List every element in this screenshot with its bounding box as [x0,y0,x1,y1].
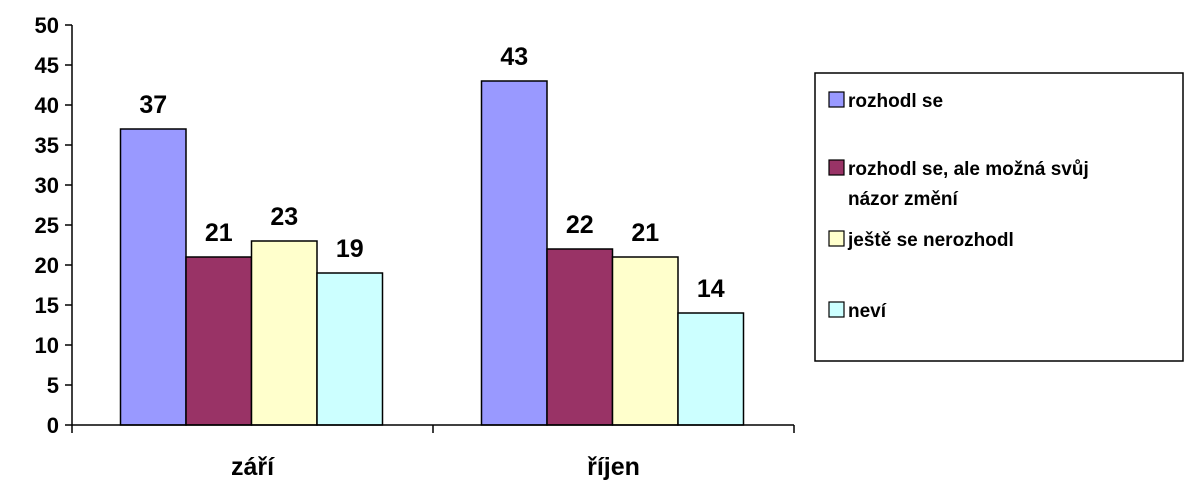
legend-swatch-rozhodl-se [828,91,845,108]
legend-swatch-rozhodl-se-ale-mozna-svuj-nazor-zmeni [828,159,845,176]
legend-label-rozhodl-se: rozhodl se [848,91,943,112]
bar-rozhodl-se-rijen [480,80,548,426]
y-tick-label: 40 [35,93,59,118]
bar-nevi-zari [316,272,384,426]
bar-rozhodl-se-ale-mozna-svuj-nazor-zmeni-zari [185,256,253,426]
legend-label-jeste-se-nerozhodl: ještě se nerozhodl [847,230,1014,251]
legend-label-rozhodl-se-ale-mozna-svuj-nazor-zmeni: rozhodl se, ale možná svůj názor změní [848,159,1089,210]
data-label-rozhodl-se-ale-mozna-svuj-nazor-zmeni-rijen: 22 [566,211,594,239]
category-label-zari: září [231,453,275,481]
y-tick-label: 45 [35,53,59,78]
data-label-rozhodl-se-rijen: 43 [500,43,528,71]
legend-swatch-nevi [828,301,845,318]
y-tick-label: 5 [47,373,59,398]
y-tick-label: 0 [47,413,59,438]
y-tick-label: 35 [35,133,59,158]
data-label-jeste-se-nerozhodl-rijen: 21 [631,219,659,247]
data-label-nevi-rijen: 14 [697,275,725,303]
legend-box [814,72,1184,362]
y-tick-label: 15 [35,293,59,318]
y-tick-label: 30 [35,173,59,198]
data-label-jeste-se-nerozhodl-zari: 23 [270,203,298,231]
y-axis: 0 5 10 15 20 25 30 35 40 45 50 [35,13,73,438]
y-tick-label: 20 [35,253,59,278]
bar-rozhodl-se-ale-mozna-svuj-nazor-zmeni-rijen [546,248,614,426]
legend-label-nevi: neví [848,301,887,322]
category-label-rijen: říjen [587,453,640,481]
bars-group [119,80,745,426]
bar-nevi-rijen [677,312,745,426]
data-labels-group: 37 21 23 19 43 22 21 14 [139,43,724,303]
y-tick-label: 10 [35,333,59,358]
bar-jeste-se-nerozhodl-zari [250,240,318,426]
legend: rozhodl se rozhodl se, ale možná svůj názo… [814,72,1184,362]
data-label-rozhodl-se-zari: 37 [139,91,167,119]
bar-jeste-se-nerozhodl-rijen [611,256,679,426]
y-tick-label: 50 [35,13,59,38]
bar-rozhodl-se-zari [119,128,187,426]
y-tick-label: 25 [35,213,59,238]
legend-swatch-jeste-se-nerozhodl [828,230,845,247]
x-axis: září říjen [71,424,795,481]
data-label-rozhodl-se-ale-mozna-svuj-nazor-zmeni-zari: 21 [205,219,233,247]
data-label-nevi-zari: 19 [336,235,364,263]
